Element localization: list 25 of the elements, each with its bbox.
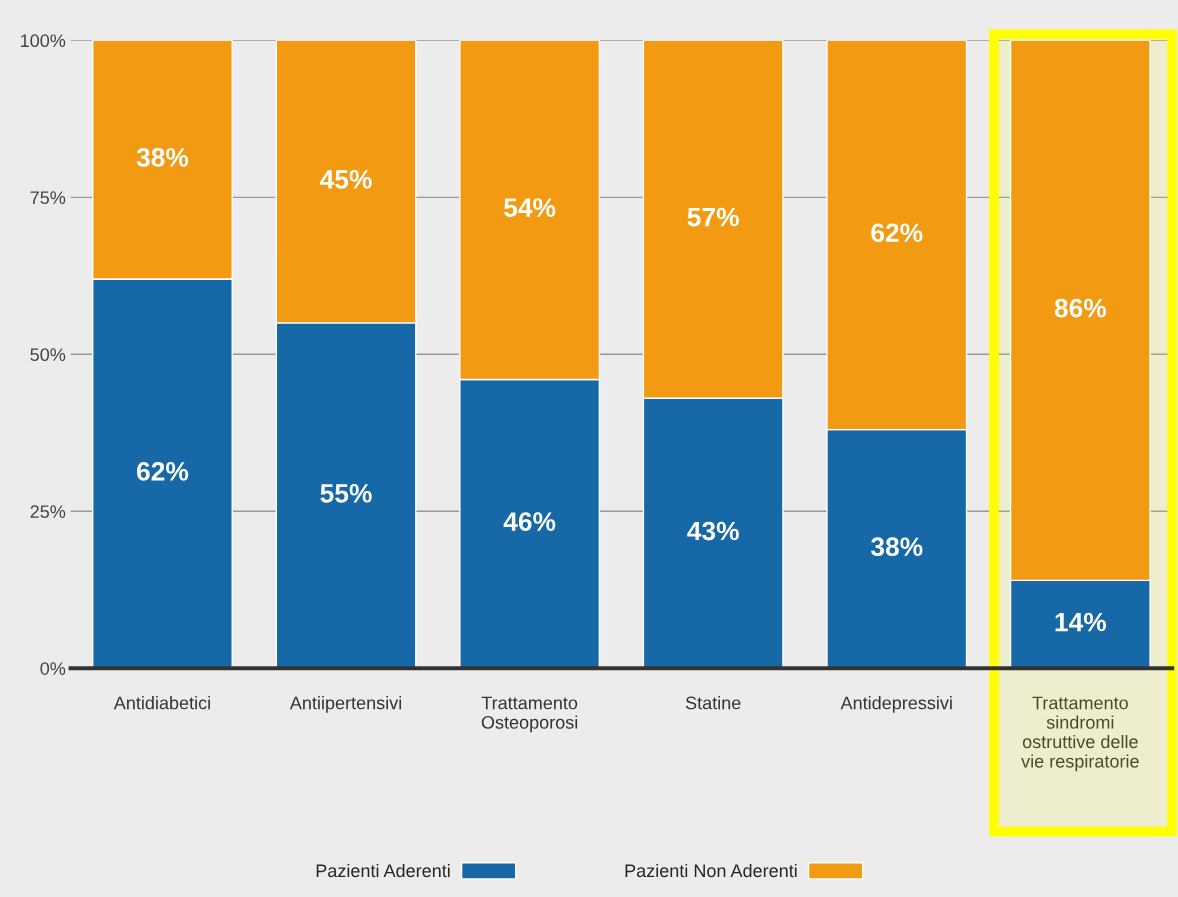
data-label: 46% <box>503 512 556 531</box>
x-tick-label: Antidepressivi <box>840 696 952 713</box>
data-label: 45% <box>320 170 372 189</box>
data-label: 38% <box>870 537 923 557</box>
legend-label: Pazienti Non Aderenti <box>625 863 797 878</box>
data-label: 62% <box>137 462 189 481</box>
data-label: 38% <box>136 148 189 167</box>
data-label: 54% <box>504 198 556 217</box>
y-tick-label: 0% <box>40 662 66 675</box>
data-label: 43% <box>687 521 739 541</box>
x-tick-label: Antiipertensivi <box>289 696 402 713</box>
x-tick-label: Statine <box>685 696 741 710</box>
data-label: 55% <box>320 484 372 503</box>
x-tick-label: Trattamento Osteoporosi <box>481 696 578 733</box>
data-label: 86% <box>1054 298 1107 318</box>
y-tick-label: 100% <box>21 34 66 48</box>
y-tick-label: 25% <box>30 505 66 519</box>
data-label: 57% <box>687 207 739 227</box>
data-label: 14% <box>1055 612 1107 632</box>
x-tick-label: Trattamento sindromi ostruttive delle vie respiratorie <box>1021 696 1139 772</box>
y-tick-label: 50% <box>30 348 66 362</box>
y-tick-label: 75% <box>30 191 66 205</box>
legend-label: Pazienti Aderenti <box>316 863 450 878</box>
data-label: 62% <box>871 223 923 243</box>
x-tick-label: Antidiabetici <box>113 696 210 710</box>
